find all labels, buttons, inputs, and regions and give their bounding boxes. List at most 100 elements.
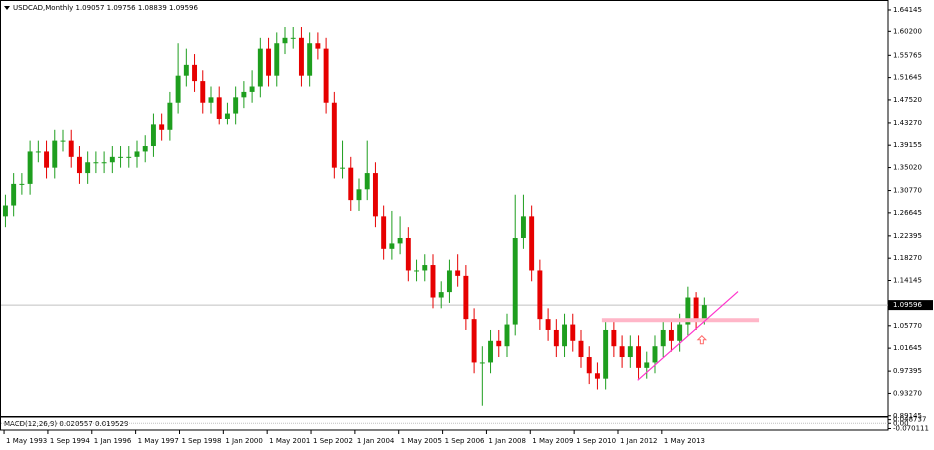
y-tick-label: 1.35020 — [893, 164, 922, 172]
price-label-bg — [888, 300, 933, 311]
candle-body — [126, 156, 132, 158]
candle-body — [627, 346, 633, 358]
x-tick-label: 1 May 1993 — [6, 437, 47, 445]
candle-body — [183, 64, 189, 76]
candle-body — [175, 75, 181, 103]
x-tick-label: 1 May 2005 — [401, 437, 442, 445]
candle-body — [76, 156, 82, 174]
y-tick-label: 1.01645 — [893, 344, 922, 352]
x-tick-label: 1 Sep 2010 — [576, 437, 616, 445]
candle-body — [150, 124, 156, 147]
candle-body — [307, 43, 313, 76]
candle-body — [381, 216, 387, 249]
candle-body — [340, 167, 346, 169]
y-tick-label: 1.55765 — [893, 51, 922, 59]
candle-body — [372, 173, 378, 217]
candle-body — [553, 329, 559, 347]
y-tick-label: 1.64145 — [893, 6, 922, 14]
trendline — [637, 291, 739, 381]
candle-body — [101, 162, 107, 164]
x-tick-label: 1 Sep 2006 — [445, 437, 485, 445]
candle-body — [594, 373, 600, 379]
candle-body — [471, 319, 477, 363]
y2-tick-label: 0.048737 — [893, 416, 926, 424]
candle-body — [644, 362, 650, 368]
candle-body — [488, 340, 494, 363]
candle-body — [274, 43, 280, 76]
candle-body — [479, 362, 485, 364]
x-tick-label: 1 Jan 2012 — [620, 437, 658, 445]
x-tick-label: 1 Jan 2004 — [357, 437, 395, 445]
candle-body — [356, 189, 362, 201]
candle-body — [677, 324, 683, 341]
candle-body — [701, 305, 707, 320]
candle-body — [496, 340, 502, 347]
y-tick-label: 1.22395 — [893, 232, 922, 240]
candle-body — [545, 319, 551, 330]
candle-body — [11, 183, 17, 206]
x-tick-label: 1 Jan 2008 — [488, 437, 526, 445]
candle-body — [652, 346, 658, 363]
candle-body — [611, 329, 617, 347]
candle-body — [266, 48, 272, 76]
y-tick-label: 1.30770 — [893, 187, 922, 195]
x-tick-label: 1 Jan 1996 — [94, 437, 132, 445]
candle-body — [85, 162, 91, 174]
candle-body — [60, 140, 66, 142]
y-tick-label: 1.43270 — [893, 119, 922, 127]
candle-body — [142, 146, 148, 152]
candle-body — [389, 243, 395, 249]
candle-body — [290, 37, 296, 39]
candle-body — [216, 97, 222, 119]
candle-body — [68, 140, 74, 157]
y-tick-label: 1.05770 — [893, 322, 922, 330]
candle-body — [430, 265, 436, 298]
support-band — [601, 318, 760, 323]
candle-body — [159, 124, 165, 130]
candle-body — [636, 346, 642, 368]
candle-body — [512, 237, 518, 325]
y2-tick-label: -0.070111 — [893, 425, 929, 433]
candle-body — [504, 324, 510, 347]
candle-body — [52, 140, 58, 168]
x-tick-label: 1 May 1997 — [138, 437, 179, 445]
candle-body — [586, 357, 592, 374]
candle-body — [422, 265, 428, 271]
candle-body — [118, 156, 124, 158]
candle-body — [19, 183, 25, 185]
y-tick-label: 1.18270 — [893, 254, 922, 262]
y2-tick-label: 0.00 — [893, 419, 909, 427]
candle-body — [134, 151, 140, 157]
candle-body — [446, 270, 452, 293]
x-tick-label: 1 May 2009 — [532, 437, 573, 445]
x-tick-label: 1 May 2001 — [269, 437, 310, 445]
candle-body — [405, 237, 411, 271]
candle-body — [570, 324, 576, 341]
y-tick-label: 0.93270 — [893, 389, 922, 397]
x-tick-label: 1 Sep 2002 — [313, 437, 353, 445]
candle-body — [685, 297, 691, 325]
candle-body — [249, 86, 255, 92]
candle-body — [619, 346, 625, 358]
candle-body — [463, 275, 469, 320]
candle-body — [603, 329, 609, 379]
up-arrow — [696, 335, 708, 345]
x-tick-label: 1 Sep 1994 — [50, 437, 90, 445]
candle-body — [44, 151, 50, 168]
candle-body — [233, 97, 239, 114]
candle-body — [27, 151, 33, 184]
candle-body — [668, 329, 674, 341]
candle-body — [192, 64, 198, 82]
candle-body — [397, 237, 403, 244]
candle-body — [529, 216, 535, 271]
candle-body — [257, 48, 263, 87]
candle-body — [200, 81, 206, 103]
y-tick-label: 0.97395 — [893, 367, 922, 375]
candle-body — [2, 205, 8, 217]
y-tick-label: 1.14145 — [893, 276, 922, 284]
y-tick-label: 1.60200 — [893, 27, 922, 35]
candle-body — [578, 340, 584, 358]
candle-body — [414, 270, 420, 272]
